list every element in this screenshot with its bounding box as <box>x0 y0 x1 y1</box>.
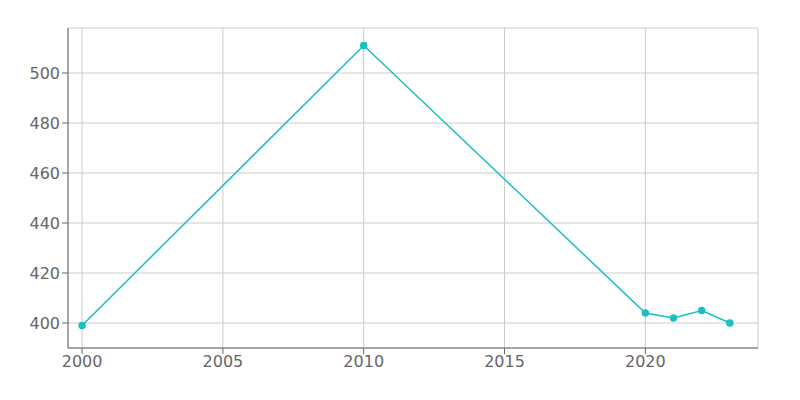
svg-text:2020: 2020 <box>625 352 666 371</box>
svg-text:2010: 2010 <box>343 352 384 371</box>
svg-text:480: 480 <box>29 114 60 133</box>
svg-text:2000: 2000 <box>62 352 103 371</box>
svg-text:400: 400 <box>29 314 60 333</box>
svg-text:500: 500 <box>29 64 60 83</box>
svg-text:2005: 2005 <box>203 352 244 371</box>
svg-text:420: 420 <box>29 264 60 283</box>
svg-text:460: 460 <box>29 164 60 183</box>
svg-text:440: 440 <box>29 214 60 233</box>
svg-text:2015: 2015 <box>484 352 525 371</box>
